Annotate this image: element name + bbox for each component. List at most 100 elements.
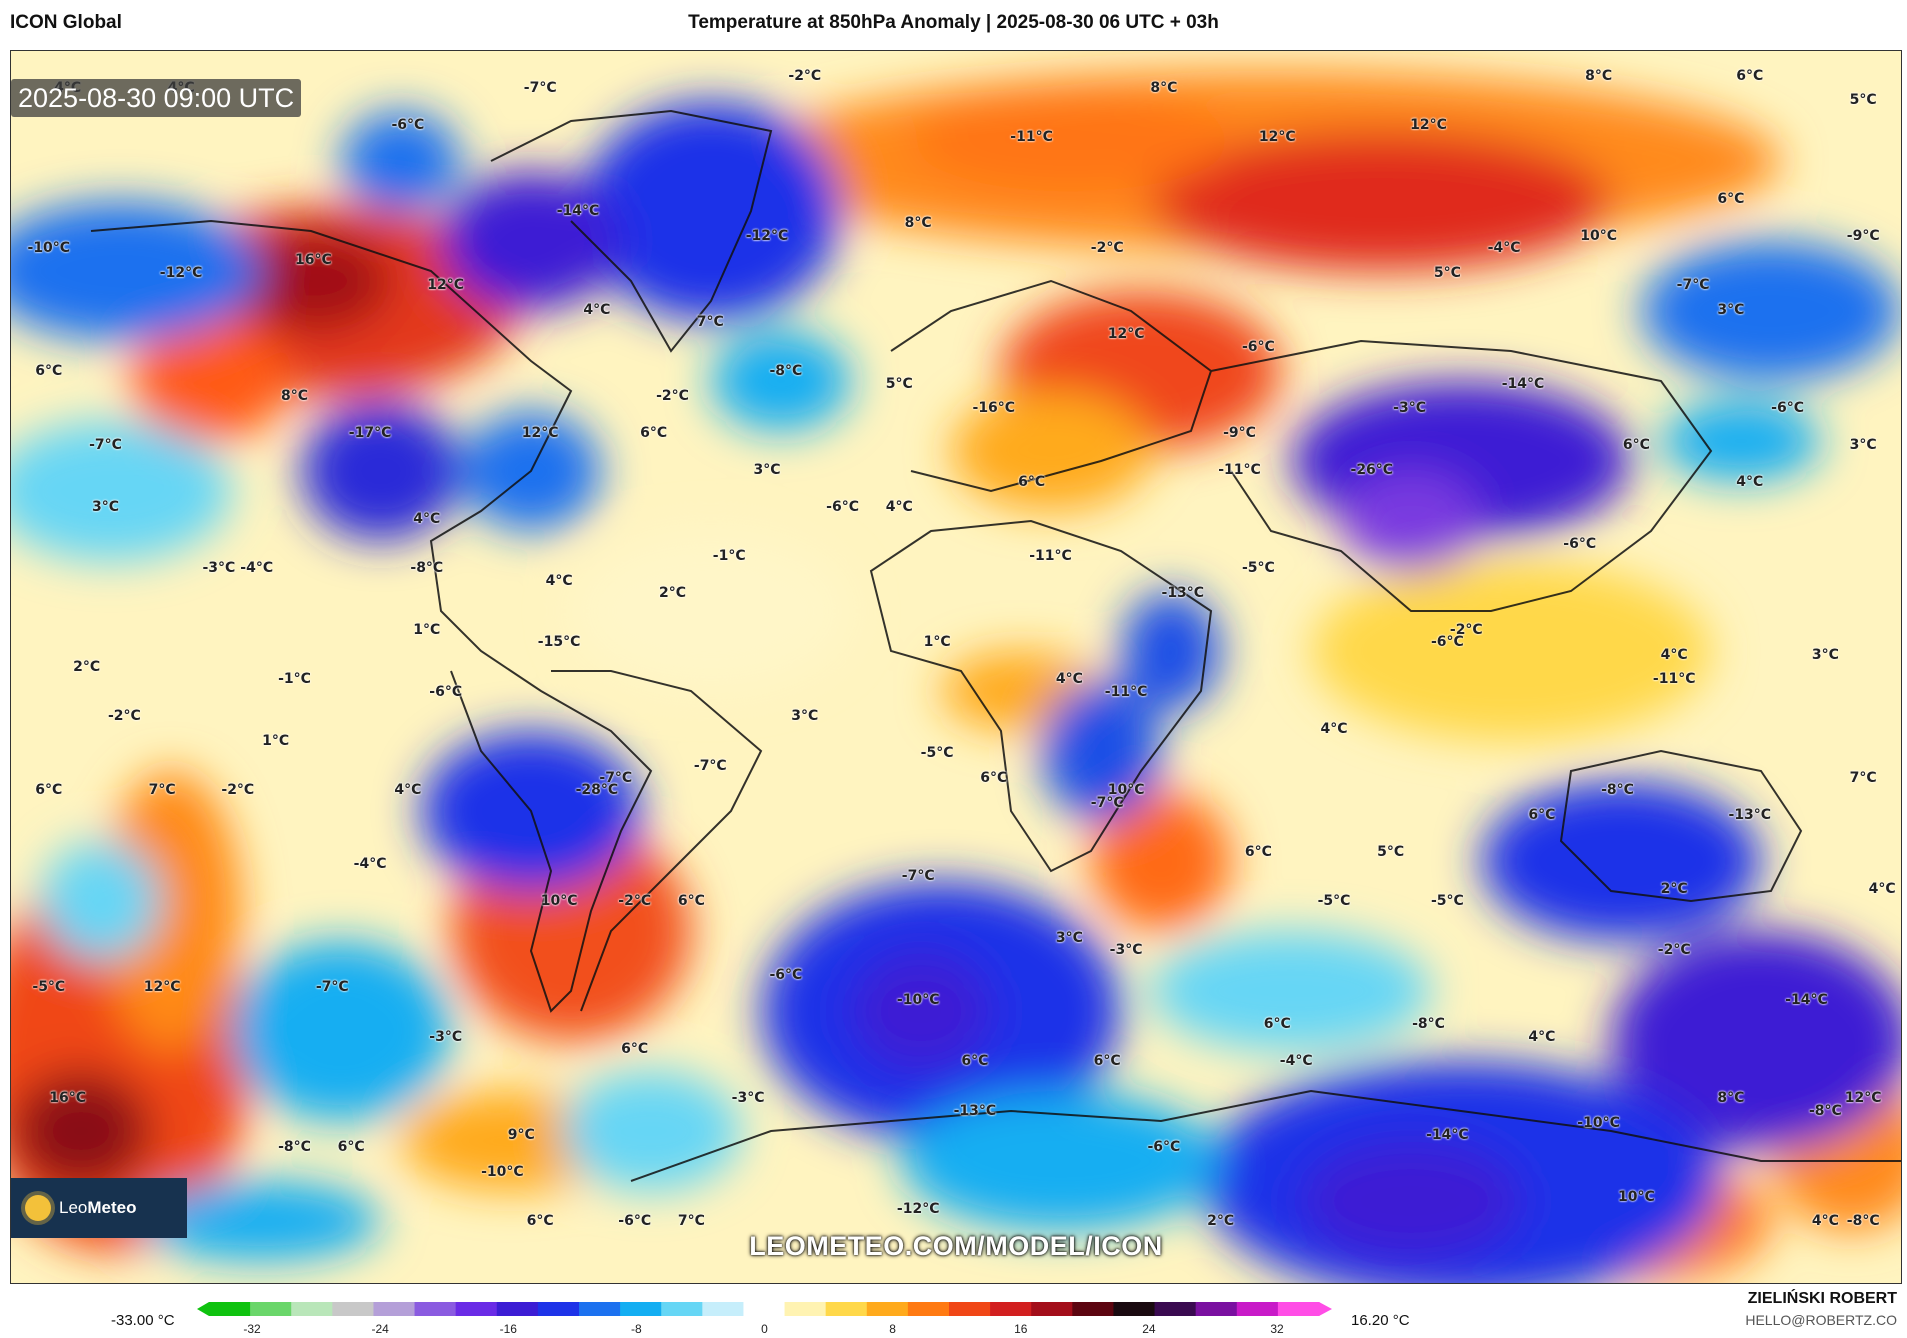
temperature-label: 4°C xyxy=(545,572,573,589)
colorbar-swatch xyxy=(1277,1302,1320,1316)
temperature-label: -8°C xyxy=(1846,1213,1880,1230)
temperature-label: 1°C xyxy=(262,732,290,749)
chart-title: Temperature at 850hPa Anomaly | 2025-08-… xyxy=(688,12,1219,33)
temperature-label: 10°C xyxy=(540,893,578,910)
temperature-label: 2°C xyxy=(658,585,687,602)
temperature-label: -12°C xyxy=(896,1201,940,1218)
temperature-label: -7°C xyxy=(1090,794,1124,811)
temperature-label: 6°C xyxy=(35,363,63,380)
colorbar-tick-label: 0 xyxy=(761,1322,768,1336)
temperature-label: 10°C xyxy=(1107,782,1145,799)
temperature-label: 6°C xyxy=(1717,190,1745,207)
temperature-label: 5°C xyxy=(1433,264,1461,281)
temperature-label: 4°C xyxy=(1660,646,1688,663)
temperature-label: 6°C xyxy=(1244,843,1272,860)
colorbar-tick-label: -24 xyxy=(371,1322,389,1336)
temperature-label: 6°C xyxy=(1622,437,1650,454)
temperature-label: -8°C xyxy=(769,363,803,380)
temperature-label: -8°C xyxy=(1412,1016,1445,1033)
colorbar-tick-label: -8 xyxy=(631,1322,642,1336)
colorbar-swatch xyxy=(250,1302,292,1316)
temperature-label: -5°C xyxy=(920,745,954,762)
colorbar-swatch xyxy=(332,1302,374,1316)
colorbar-swatch xyxy=(1236,1302,1279,1316)
temperature-label: -5°C xyxy=(1241,560,1275,577)
temperature-label: 16°C xyxy=(295,252,332,269)
colorbar-tick-label: 24 xyxy=(1142,1322,1156,1336)
colorbar-swatch xyxy=(743,1302,786,1316)
temperature-label: -9°C xyxy=(1846,227,1880,244)
temperature-label: 12°C xyxy=(1844,1090,1882,1107)
temperature-label: 4°C xyxy=(1811,1213,1839,1230)
temperature-label: -11°C xyxy=(1218,461,1261,478)
temperature-label: -1°C xyxy=(278,671,311,688)
temperature-label: 6°C xyxy=(1528,806,1556,823)
colorbar-swatch xyxy=(620,1302,662,1316)
watermark-url: LEOMETEO.COM/MODEL/ICON xyxy=(749,1231,1163,1261)
temperature-label: -5°C xyxy=(32,979,66,996)
colorbar-swatch xyxy=(990,1302,1032,1316)
leometeo-logo[interactable]: Leo Meteo xyxy=(11,1178,187,1238)
temperature-label: 6°C xyxy=(961,1053,989,1070)
temperature-label: 7°C xyxy=(677,1213,705,1230)
temperature-label: -13°C xyxy=(953,1102,997,1119)
temperature-label: 12°C xyxy=(427,277,465,294)
temperature-label: -16°C xyxy=(972,400,1016,417)
temperature-label: 8°C xyxy=(904,215,932,232)
temperature-label: 12°C xyxy=(1258,129,1296,146)
colorbar-swatch xyxy=(537,1302,580,1316)
temperature-label: -8°C xyxy=(1808,1102,1842,1119)
temperature-label: 7°C xyxy=(1849,769,1877,786)
temperature-label: -6°C xyxy=(429,683,463,700)
temperature-label: 8°C xyxy=(1717,1090,1745,1107)
colorbar-swatch xyxy=(209,1302,251,1316)
temperature-label: 3°C xyxy=(1811,646,1839,663)
temperature-label: -4°C xyxy=(353,856,387,873)
temperature-label: -10°C xyxy=(27,240,71,257)
temperature-label: -3°C xyxy=(1109,942,1143,959)
temperature-label: -2°C xyxy=(618,893,652,910)
colorbar-swatch xyxy=(414,1302,457,1316)
temperature-label: -13°C xyxy=(1728,806,1772,823)
temperature-label: -11°C xyxy=(1029,548,1072,565)
temperature-label: 7°C xyxy=(148,782,176,799)
temperature-label: 6°C xyxy=(980,769,1008,786)
temperature-label: -3°C xyxy=(1393,400,1427,417)
temperature-label: 8°C xyxy=(1150,79,1178,96)
temperature-label: -10°C xyxy=(481,1164,524,1181)
temperature-label: -6°C xyxy=(618,1213,652,1230)
temperature-label: 8°C xyxy=(1585,67,1613,84)
temperature-label: -6°C xyxy=(1430,634,1464,651)
temperature-label: -10°C xyxy=(896,991,940,1008)
temperature-label: 4°C xyxy=(583,301,611,318)
colorbar-swatch xyxy=(579,1302,621,1316)
temperature-label: -8°C xyxy=(1601,782,1634,799)
colorbar-max-arrow xyxy=(1319,1302,1332,1316)
temperature-label: 4°C xyxy=(413,511,441,528)
temperature-label: 6°C xyxy=(337,1139,365,1156)
temperature-label: 16°C xyxy=(49,1090,87,1107)
temperature-label: -10°C xyxy=(1577,1114,1620,1131)
temperature-label: -26°C xyxy=(1350,461,1394,478)
colorbar-swatch xyxy=(866,1302,909,1316)
temperature-label: -12°C xyxy=(745,227,789,244)
temperature-label: -7°C xyxy=(693,757,727,774)
model-name: ICON Global xyxy=(10,12,122,33)
weather-map: 4°C 4°C -7°C -2°C 8°C 8°C 6°C 5°C -6°C -11°C 12°C 1… xyxy=(10,50,1902,1284)
temperature-label: 6°C xyxy=(1263,1016,1291,1033)
temperature-label: -7°C xyxy=(599,769,633,786)
temperature-label: 12°C xyxy=(1107,326,1145,343)
colorbar-swatch xyxy=(291,1302,333,1316)
temperature-label: -8°C xyxy=(410,560,444,577)
author-email: HELLO@ROBERTZ.CO xyxy=(1745,1312,1897,1328)
colorbar-swatch xyxy=(1195,1302,1238,1316)
temperature-label: -4°C xyxy=(240,560,274,577)
temperature-label: 8°C xyxy=(280,387,309,404)
colorbar-swatch xyxy=(1031,1302,1073,1316)
colorbar-swatch xyxy=(455,1302,498,1316)
colorbar-min-arrow xyxy=(197,1302,209,1316)
colorbar-swatch xyxy=(373,1302,416,1316)
colorbar-swatch xyxy=(496,1302,539,1316)
temperature-label: 7°C xyxy=(696,314,724,331)
author-name: ZIELIŃSKI ROBERT xyxy=(1747,1290,1897,1307)
